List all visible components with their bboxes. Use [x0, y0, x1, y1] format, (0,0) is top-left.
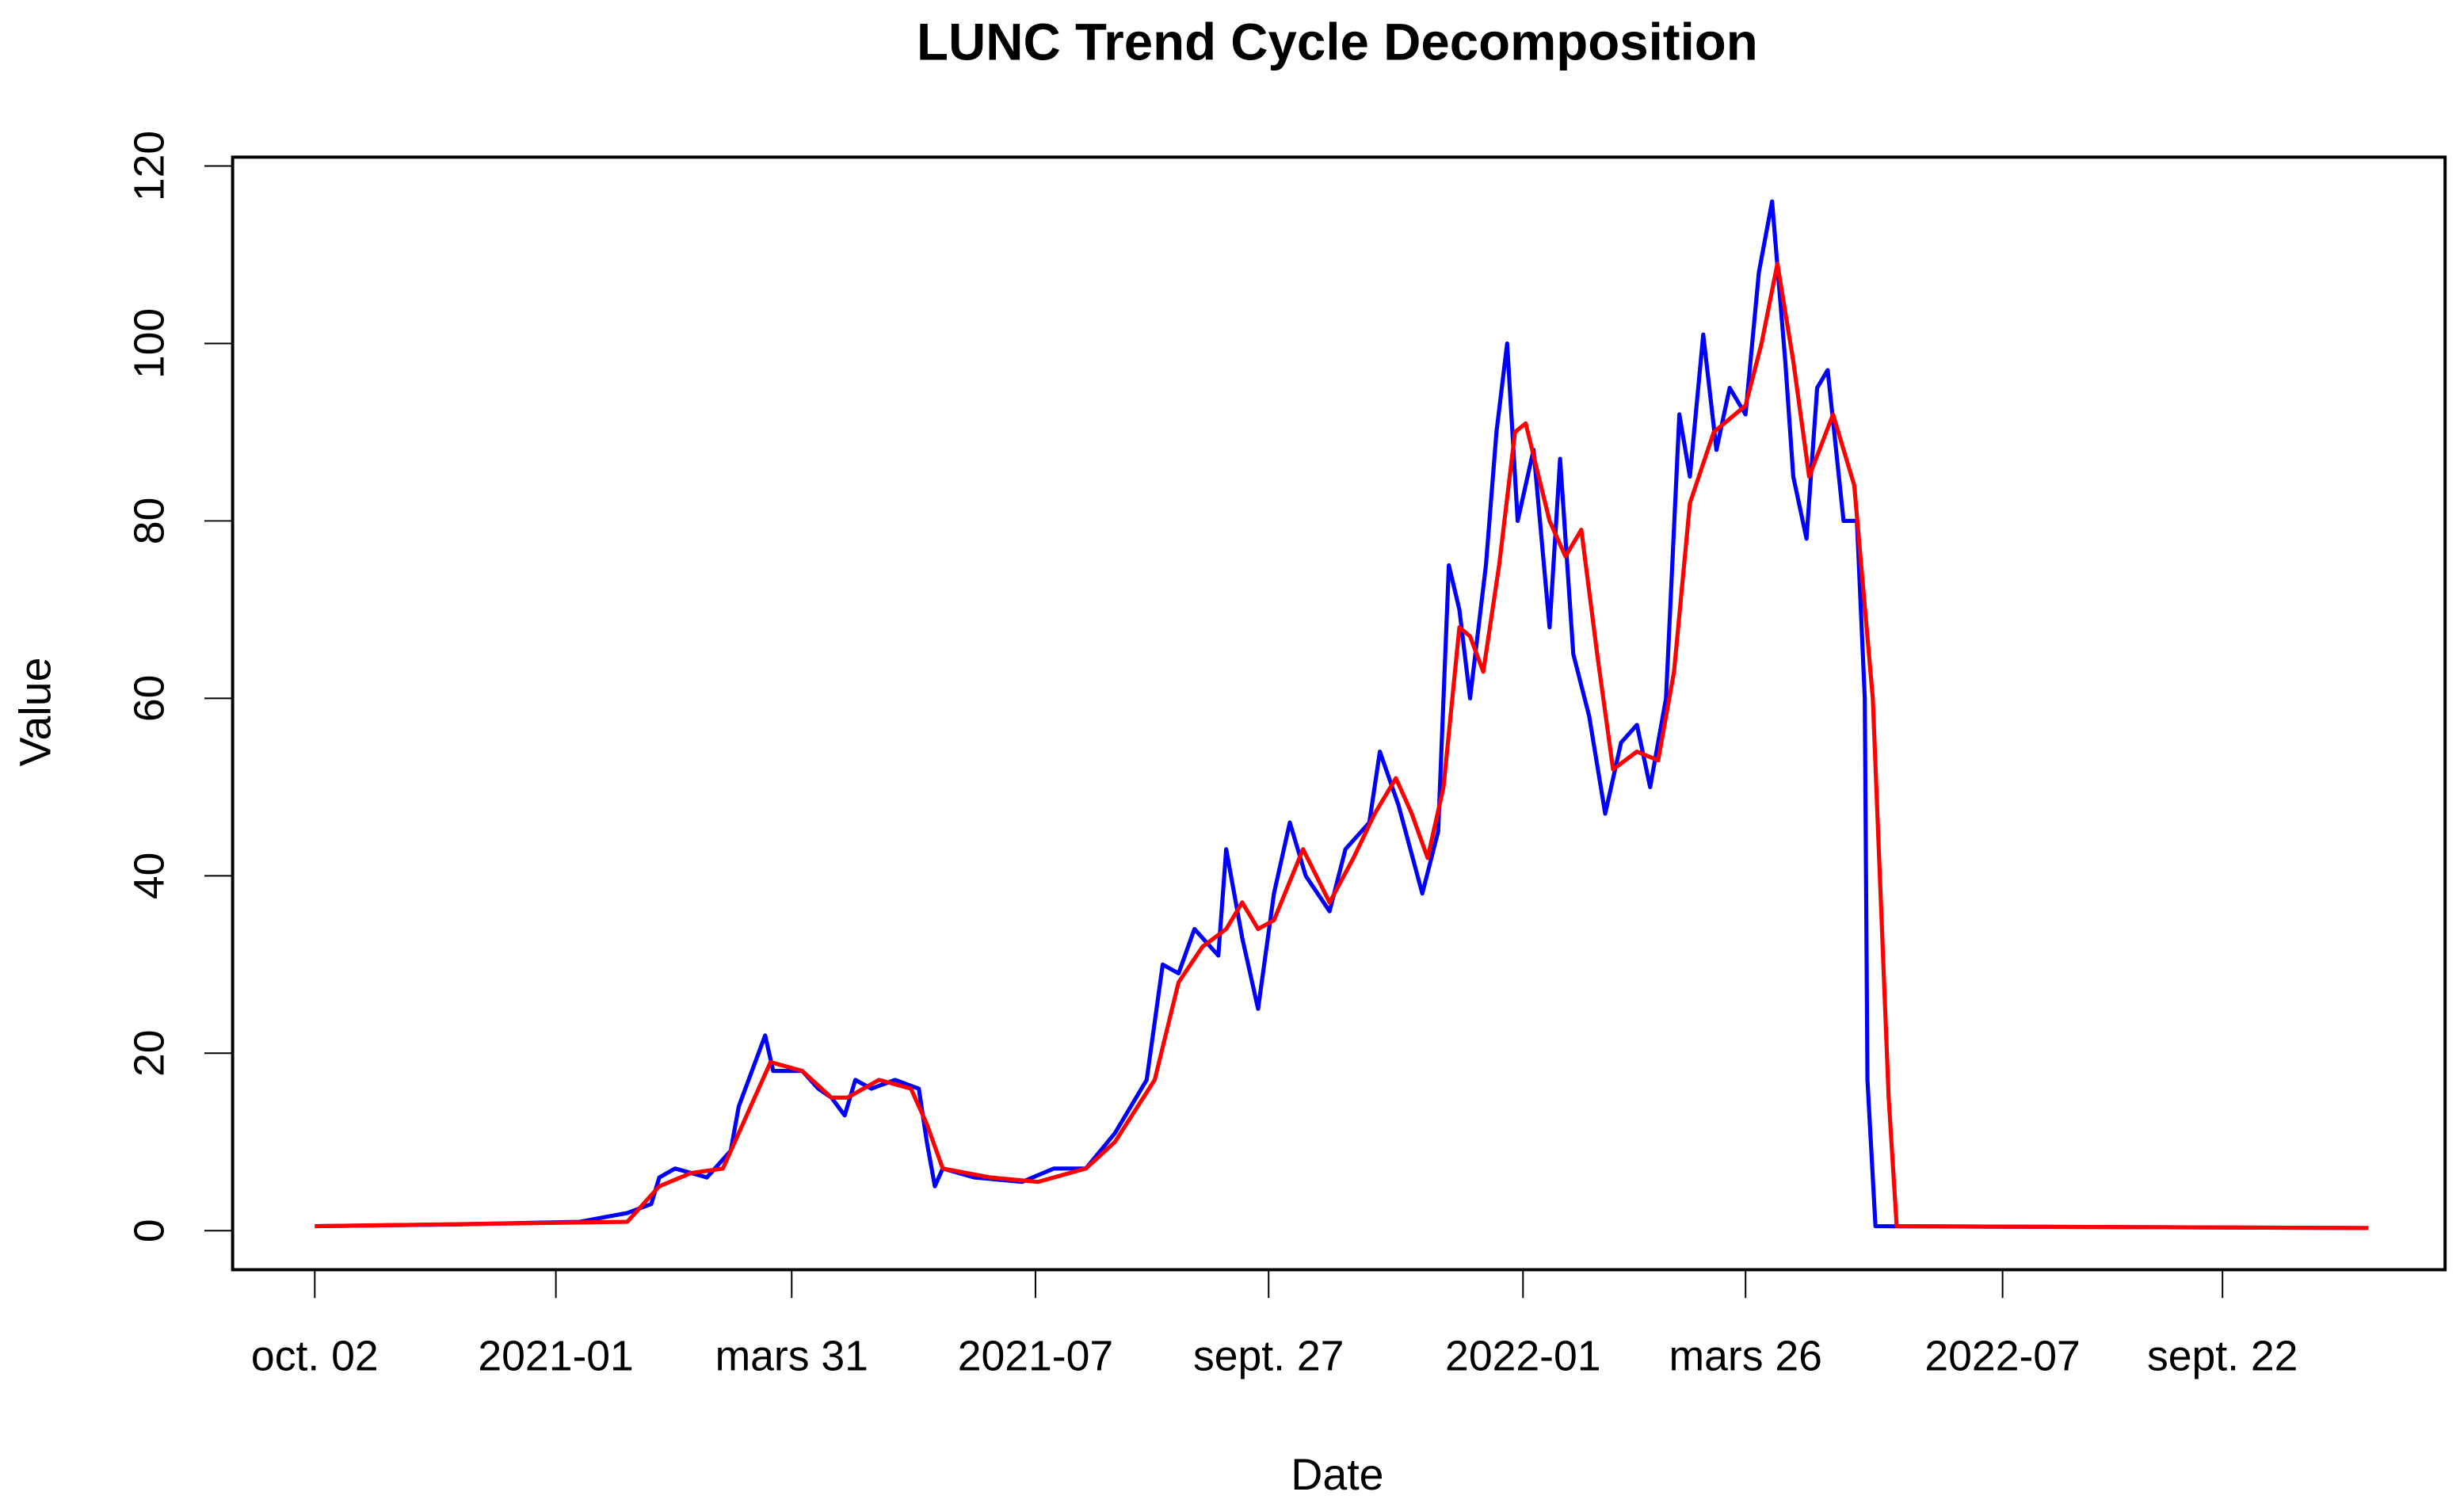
y-axis-label: Value	[11, 658, 60, 767]
y-tick-label: 100	[126, 308, 173, 379]
x-tick-label: oct. 02	[251, 1333, 379, 1379]
y-tick-label: 40	[126, 853, 173, 900]
x-tick-label: mars 31	[715, 1333, 868, 1379]
chart-title: LUNC Trend Cycle Decomposition	[917, 13, 1758, 71]
y-axis: 0 20 40 60 80 100 120	[126, 131, 233, 1242]
series-line-red	[315, 261, 2369, 1230]
y-tick-label: 120	[126, 131, 173, 201]
series-line-blue	[315, 199, 2369, 1230]
x-tick-label: sept. 22	[2147, 1333, 2298, 1379]
x-tick-label: 2022-01	[1445, 1333, 1600, 1379]
plot-frame	[231, 155, 2447, 1272]
series-layer	[315, 199, 2369, 1230]
x-axis: oct. 02 2021-01 mars 31 2021-07 sept. 27 2022…	[251, 1269, 2298, 1379]
x-tick-label: 2021-07	[958, 1333, 1113, 1379]
y-tick-label: 0	[126, 1219, 173, 1242]
x-tick-label: 2021-01	[478, 1333, 633, 1379]
x-tick-label: mars 26	[1669, 1333, 1822, 1379]
y-tick-label: 60	[126, 675, 173, 723]
y-tick-label: 80	[126, 498, 173, 545]
x-tick-label: sept. 27	[1193, 1333, 1344, 1379]
y-tick-label: 20	[126, 1030, 173, 1078]
x-tick-label: 2022-07	[1924, 1333, 2080, 1379]
x-axis-label: Date	[1291, 1450, 1383, 1499]
